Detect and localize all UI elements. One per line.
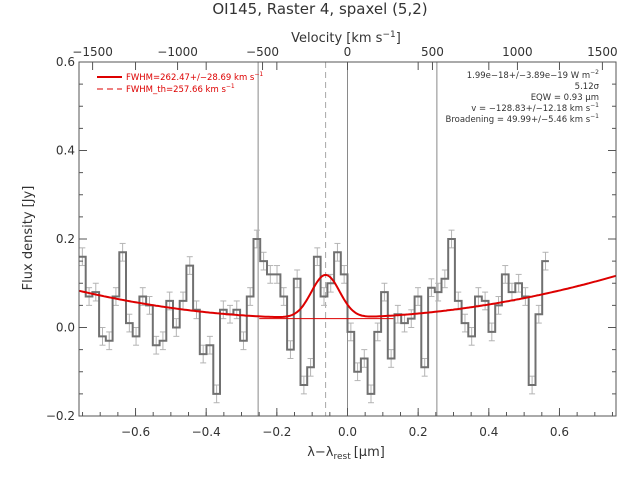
top-tick-label: 1500	[587, 45, 618, 59]
top-axis-label-sup: −1	[382, 30, 395, 40]
legend-entry-1: FWHM_th=257.66 km s−1	[126, 83, 235, 95]
x-tick-label: 0.0	[338, 425, 357, 439]
top-axis-label-main: Velocity [km s	[291, 31, 383, 46]
y-tick-label: 0.6	[56, 55, 75, 69]
annotation-3-sup: −1	[590, 102, 599, 109]
annotation-1: 5.12σ	[575, 82, 600, 92]
legend-entry-0-sup: −1	[254, 71, 263, 78]
top-tick-label: 0	[344, 45, 352, 59]
annotation-2-main: EQW = 0.93 μm	[531, 93, 599, 103]
top-tick-label: −1500	[72, 45, 113, 59]
chart-title: OI145, Raster 4, spaxel (5,2)	[212, 0, 427, 18]
top-tick-label: −500	[246, 45, 279, 59]
top-tick-label: 1000	[502, 45, 533, 59]
y-tick-label: 0.2	[56, 232, 75, 246]
x-tick-label: 0.6	[550, 425, 569, 439]
legend-entry-1-main: FWHM_th=257.66 km s	[126, 85, 226, 95]
x-tick-label: −0.6	[121, 425, 150, 439]
x-tick-label: 0.4	[479, 425, 498, 439]
top-tick-label: 500	[421, 45, 444, 59]
legend-entry-0-main: FWHM=262.47+/−28.69 km s	[126, 73, 255, 83]
annotation-3-main: v = −128.83+/−12.18 km s	[471, 104, 590, 114]
x-axis-label: λ−λrest [μm]	[307, 445, 385, 462]
x-axis-label-sub: rest	[333, 452, 351, 462]
annotation-4-sup: −1	[590, 113, 599, 120]
annotation-0: 1.99e−18+/−3.89e−19 W m−2	[467, 69, 599, 81]
annotation-4: Broadening = 49.99+/−5.46 km s−1	[446, 113, 600, 125]
x-tick-label: 0.2	[409, 425, 428, 439]
legend-entry-0: FWHM=262.47+/−28.69 km s−1	[126, 71, 263, 83]
top-axis-label: Velocity [km s−1]	[291, 30, 401, 46]
y-tick-label: 0.4	[56, 144, 75, 158]
annotation-3: v = −128.83+/−12.18 km s−1	[471, 102, 599, 114]
x-axis-label-main: λ−λ	[307, 445, 334, 460]
annotation-4-main: Broadening = 49.99+/−5.46 km s	[446, 115, 591, 125]
y-tick-label: −0.2	[46, 409, 75, 423]
x-axis-label-unit: [μm]	[354, 445, 385, 460]
annotation-1-main: 5.12σ	[575, 82, 600, 92]
fit-curve	[78, 273, 617, 318]
y-axis-label: Flux density [Jy]	[21, 186, 36, 291]
x-tick-label: −0.2	[262, 425, 291, 439]
y-tick-label: 0.0	[56, 321, 75, 335]
x-tick-label: −0.4	[192, 425, 221, 439]
plot-area: −0.6 −0.4 −0.2 0.0 0.2 0.4 0.6 −0.2 0.0 0.2 0.4 0.6…	[46, 45, 618, 439]
annotation-0-sup: −2	[590, 69, 599, 76]
annotation-2: EQW = 0.93 μm	[531, 93, 599, 103]
top-axis-label-end: ]	[396, 31, 401, 46]
legend-entry-1-sup: −1	[226, 83, 235, 90]
annotation-0-main: 1.99e−18+/−3.89e−19 W m	[467, 71, 590, 81]
top-tick-label: −1000	[157, 45, 198, 59]
spectrum-step-line	[79, 238, 549, 395]
